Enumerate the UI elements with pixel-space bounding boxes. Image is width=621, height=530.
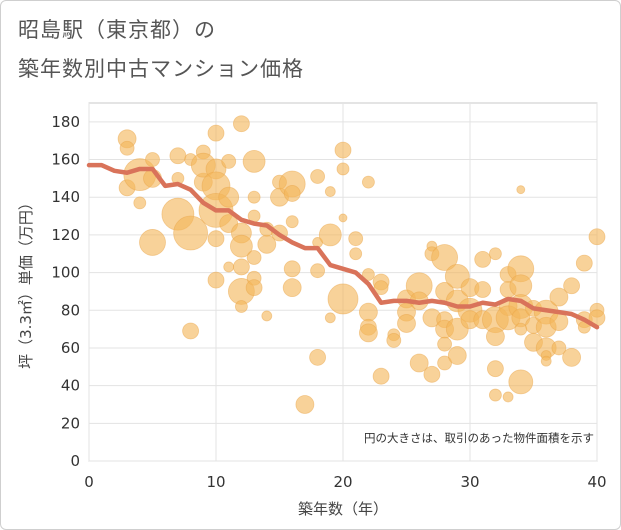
data-bubble-64: [361, 175, 375, 189]
bubble-size-note: 円の大きさは、取引のあった物件面積を示す: [364, 431, 594, 445]
y-tick-labels: 0 20 40 60 80 100 120 140 160 180: [51, 113, 80, 470]
data-bubble-6: [139, 229, 166, 256]
data-bubble-57: [324, 312, 336, 324]
data-bubble-70: [373, 280, 389, 296]
data-bubble-79: [409, 353, 429, 373]
data-bubble-27: [232, 115, 250, 133]
data-bubble-25: [223, 261, 235, 273]
data-bubble-48: [282, 278, 302, 298]
y-tick-label-140: 140: [51, 188, 80, 206]
data-bubble-54: [309, 348, 327, 366]
y-tick-label-160: 160: [51, 151, 80, 169]
data-bubble-12: [182, 322, 200, 340]
y-axis-title: 坪（3.3㎡）単価（万円）: [17, 195, 35, 369]
data-bubble-8: [169, 147, 187, 165]
y-tick-label-20: 20: [61, 414, 80, 432]
data-bubble-65: [361, 268, 375, 281]
data-bubble-39: [261, 310, 273, 322]
data-bubble-104: [488, 388, 502, 402]
y-tick-label-60: 60: [61, 339, 80, 357]
data-bubble-31: [234, 300, 248, 313]
data-bubble-52: [310, 169, 326, 184]
data-bubble-93: [447, 346, 467, 365]
data-bubble-17: [207, 124, 225, 142]
data-bubble-63: [349, 247, 363, 261]
data-bubble-58: [334, 141, 352, 159]
x-tick-label-40: 40: [587, 473, 606, 491]
data-bubble-97: [474, 250, 492, 268]
data-bubble-66: [358, 302, 378, 322]
data-bubble-11: [173, 215, 209, 251]
data-bubble-53: [310, 263, 326, 279]
trend-line: [86, 162, 600, 330]
data-bubble-49: [285, 215, 299, 229]
y-tick-label-40: 40: [61, 377, 80, 395]
data-bubble-88: [437, 336, 453, 352]
data-bubble-103: [485, 327, 505, 347]
y-tick-label-100: 100: [51, 264, 80, 282]
data-bubble-76: [397, 314, 416, 333]
data-bubble-47: [283, 260, 301, 278]
data-bubble-5: [145, 152, 160, 167]
data-bubble-33: [247, 190, 261, 204]
data-bubble-124: [540, 355, 552, 367]
data-bubble-98: [474, 281, 492, 298]
data-bubble-4: [133, 196, 147, 210]
data-bubble-29: [229, 234, 253, 258]
data-bubble-68: [358, 323, 378, 343]
data-bubble-71: [372, 367, 390, 385]
x-tick-label-20: 20: [333, 473, 352, 491]
data-bubble-128: [563, 277, 580, 295]
x-tick-label-0: 0: [84, 473, 94, 491]
y-tick-label-0: 0: [70, 452, 80, 470]
data-bubble-36: [246, 250, 262, 265]
y-tick-label-180: 180: [51, 113, 80, 131]
x-axis-title: 築年数（年）: [298, 500, 388, 518]
data-bubble-34: [242, 150, 266, 173]
data-bubble-59: [336, 162, 350, 176]
data-bubble-112: [509, 274, 533, 298]
x-tick-label-10: 10: [206, 473, 225, 491]
data-bubble-61: [327, 283, 359, 315]
data-bubble-55: [324, 186, 336, 197]
data-bubble-60: [338, 213, 348, 223]
data-bubble-109: [502, 391, 514, 403]
trend-layer: [86, 162, 600, 330]
x-tick-labels: 0 10 20 30 40: [84, 473, 606, 491]
data-bubble-115: [514, 322, 528, 336]
data-bubble-56: [318, 223, 342, 247]
data-bubble-130: [575, 254, 593, 272]
y-tick-label-120: 120: [51, 226, 80, 244]
data-bubble-80: [423, 365, 441, 383]
data-bubble-133: [588, 228, 606, 246]
data-bubble-100: [488, 247, 502, 261]
data-bubble-84: [431, 244, 459, 271]
data-bubble-126: [551, 340, 567, 356]
data-bubble-110: [516, 185, 526, 195]
x-tick-label-30: 30: [460, 473, 479, 491]
data-bubble-38: [245, 279, 263, 297]
data-bubble-24: [221, 154, 237, 169]
data-bubble-116: [508, 369, 534, 395]
data-bubble-102: [486, 360, 504, 378]
chart-title-line1: 昭島駅（東京都）の: [18, 18, 216, 42]
data-bubble-62: [348, 231, 364, 247]
data-bubble-32: [232, 258, 250, 276]
data-bubble-46: [283, 185, 301, 202]
data-bubble-22: [207, 271, 225, 289]
data-bubble-89: [437, 355, 453, 371]
data-bubble-21: [207, 230, 225, 248]
data-bubble-1: [119, 140, 135, 156]
y-tick-label-80: 80: [61, 301, 80, 319]
data-bubble-50: [295, 395, 315, 414]
chart-title-line2: 築年数別中古マンション価格: [18, 57, 304, 81]
data-bubble-125: [549, 287, 569, 307]
data-bubble-129: [562, 347, 581, 367]
data-bubble-23: [218, 186, 240, 208]
data-bubble-73: [386, 333, 402, 348]
